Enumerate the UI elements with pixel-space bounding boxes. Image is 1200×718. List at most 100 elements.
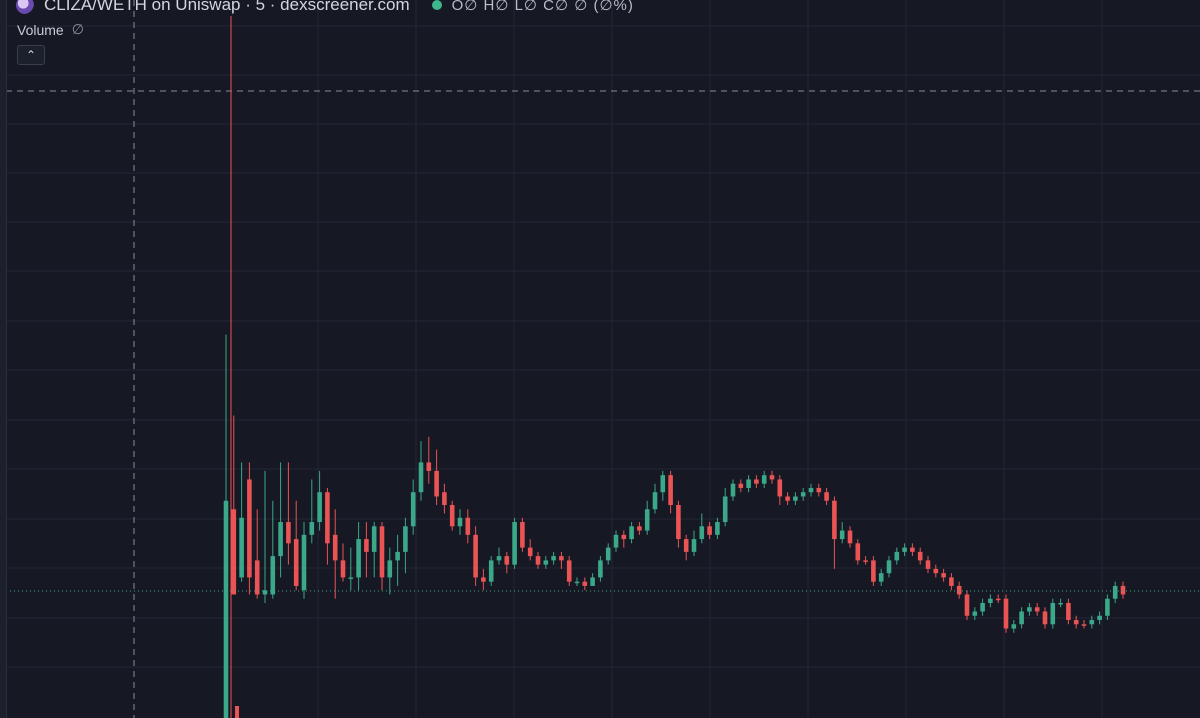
candle-body: [761, 475, 767, 484]
candle-body: [1050, 602, 1056, 625]
candle-body: [293, 539, 299, 586]
candle-body: [309, 522, 315, 535]
candle-body: [543, 560, 549, 565]
candle-body: [1105, 598, 1110, 616]
volume-bar: [235, 706, 239, 718]
candle-body: [270, 556, 276, 595]
candle-body: [878, 573, 884, 582]
candle-body: [676, 505, 681, 540]
candle-body: [1081, 624, 1087, 626]
candle-body: [379, 526, 385, 578]
candle-body: [1112, 585, 1118, 599]
candle-body: [418, 462, 424, 493]
candle-body: [410, 492, 416, 527]
candle-body: [504, 556, 510, 565]
candle-body: [933, 568, 939, 574]
candle-body: [520, 522, 525, 548]
candle-body: [239, 517, 244, 578]
candle-body: [777, 479, 783, 497]
candle-body: [730, 483, 736, 497]
candle-body: [442, 492, 447, 505]
candle-body: [894, 551, 900, 561]
candle-body: [488, 560, 494, 582]
candle-body: [473, 534, 478, 578]
candle-body: [722, 496, 728, 523]
candle-body: [426, 462, 432, 471]
candle-body: [902, 547, 907, 552]
volume-legend[interactable]: Volume ∅: [17, 21, 84, 38]
candle-body: [457, 517, 463, 527]
live-status-dot-icon: [431, 0, 442, 10]
candle-body: [1003, 598, 1009, 629]
candle-body: [348, 577, 354, 579]
candle-body: [683, 539, 689, 552]
candle-body: [644, 509, 650, 531]
candle-body: [223, 500, 229, 718]
candle-body: [598, 560, 603, 578]
candle-body: [995, 598, 1001, 601]
candle-body: [754, 479, 759, 484]
candle-body: [715, 522, 720, 535]
candle-body: [824, 492, 829, 501]
candle-body: [832, 500, 837, 540]
candle-body: [356, 539, 361, 578]
ohlc-readout: O∅ H∅ L∅ C∅ ∅ (∅%): [451, 0, 634, 14]
candle-body: [699, 526, 705, 540]
candle-body: [785, 496, 790, 501]
candle-body: [980, 602, 985, 612]
candle-body: [1011, 624, 1017, 629]
candle-body: [956, 585, 962, 595]
collapse-legend-button[interactable]: ⌃: [17, 45, 45, 65]
candle-body: [387, 560, 393, 578]
candles: [223, 334, 1126, 718]
candle-body: [1120, 585, 1126, 595]
candle-body: [590, 577, 595, 586]
chevron-up-icon: ⌃: [25, 48, 37, 62]
candle-body: [496, 556, 502, 561]
candle-body: [371, 526, 377, 552]
candle-body: [1073, 620, 1079, 625]
candle-body: [582, 581, 588, 586]
candle-body: [1089, 620, 1095, 625]
candle-body: [652, 492, 658, 510]
candle-body: [434, 470, 439, 497]
candle-body: [1034, 607, 1040, 612]
candle-body: [1019, 611, 1024, 625]
candle-body: [1027, 607, 1032, 612]
volume-label: Volume: [17, 21, 64, 38]
candle-body: [395, 551, 400, 561]
candle-body: [964, 594, 970, 616]
candle-body: [691, 539, 697, 552]
candle-body: [332, 534, 338, 561]
candle-body: [449, 505, 455, 527]
candle-body: [364, 539, 369, 552]
candle-body: [800, 492, 806, 497]
candle-body: [769, 475, 775, 480]
candle-body: [847, 530, 853, 544]
candle-body: [972, 611, 978, 616]
candle-body: [527, 547, 533, 557]
candle-body: [481, 577, 486, 582]
candle-body: [535, 556, 541, 565]
candle-body: [551, 556, 556, 561]
chart-title: CLIZA/WETH on Uniswap · 5 · dexscreener.…: [44, 0, 410, 14]
candle-body: [839, 530, 845, 540]
candle-body: [262, 590, 268, 595]
left-edge-strip: [0, 0, 7, 718]
token-logo-icon: [16, 0, 34, 14]
candle-body: [738, 483, 744, 488]
candle-body: [621, 534, 627, 540]
chart-header: CLIZA/WETH on Uniswap · 5 · dexscreener.…: [16, 0, 634, 16]
candle-body: [660, 475, 666, 493]
candle-body: [1097, 615, 1102, 621]
candle-body: [941, 573, 946, 578]
candle-body: [917, 551, 923, 561]
candle-body: [746, 479, 751, 488]
candle-body: [629, 526, 634, 540]
candle-body: [278, 522, 283, 557]
candle-body: [613, 534, 619, 548]
candle-body: [301, 534, 307, 591]
candle-body: [512, 522, 517, 565]
candle-body: [863, 560, 868, 562]
